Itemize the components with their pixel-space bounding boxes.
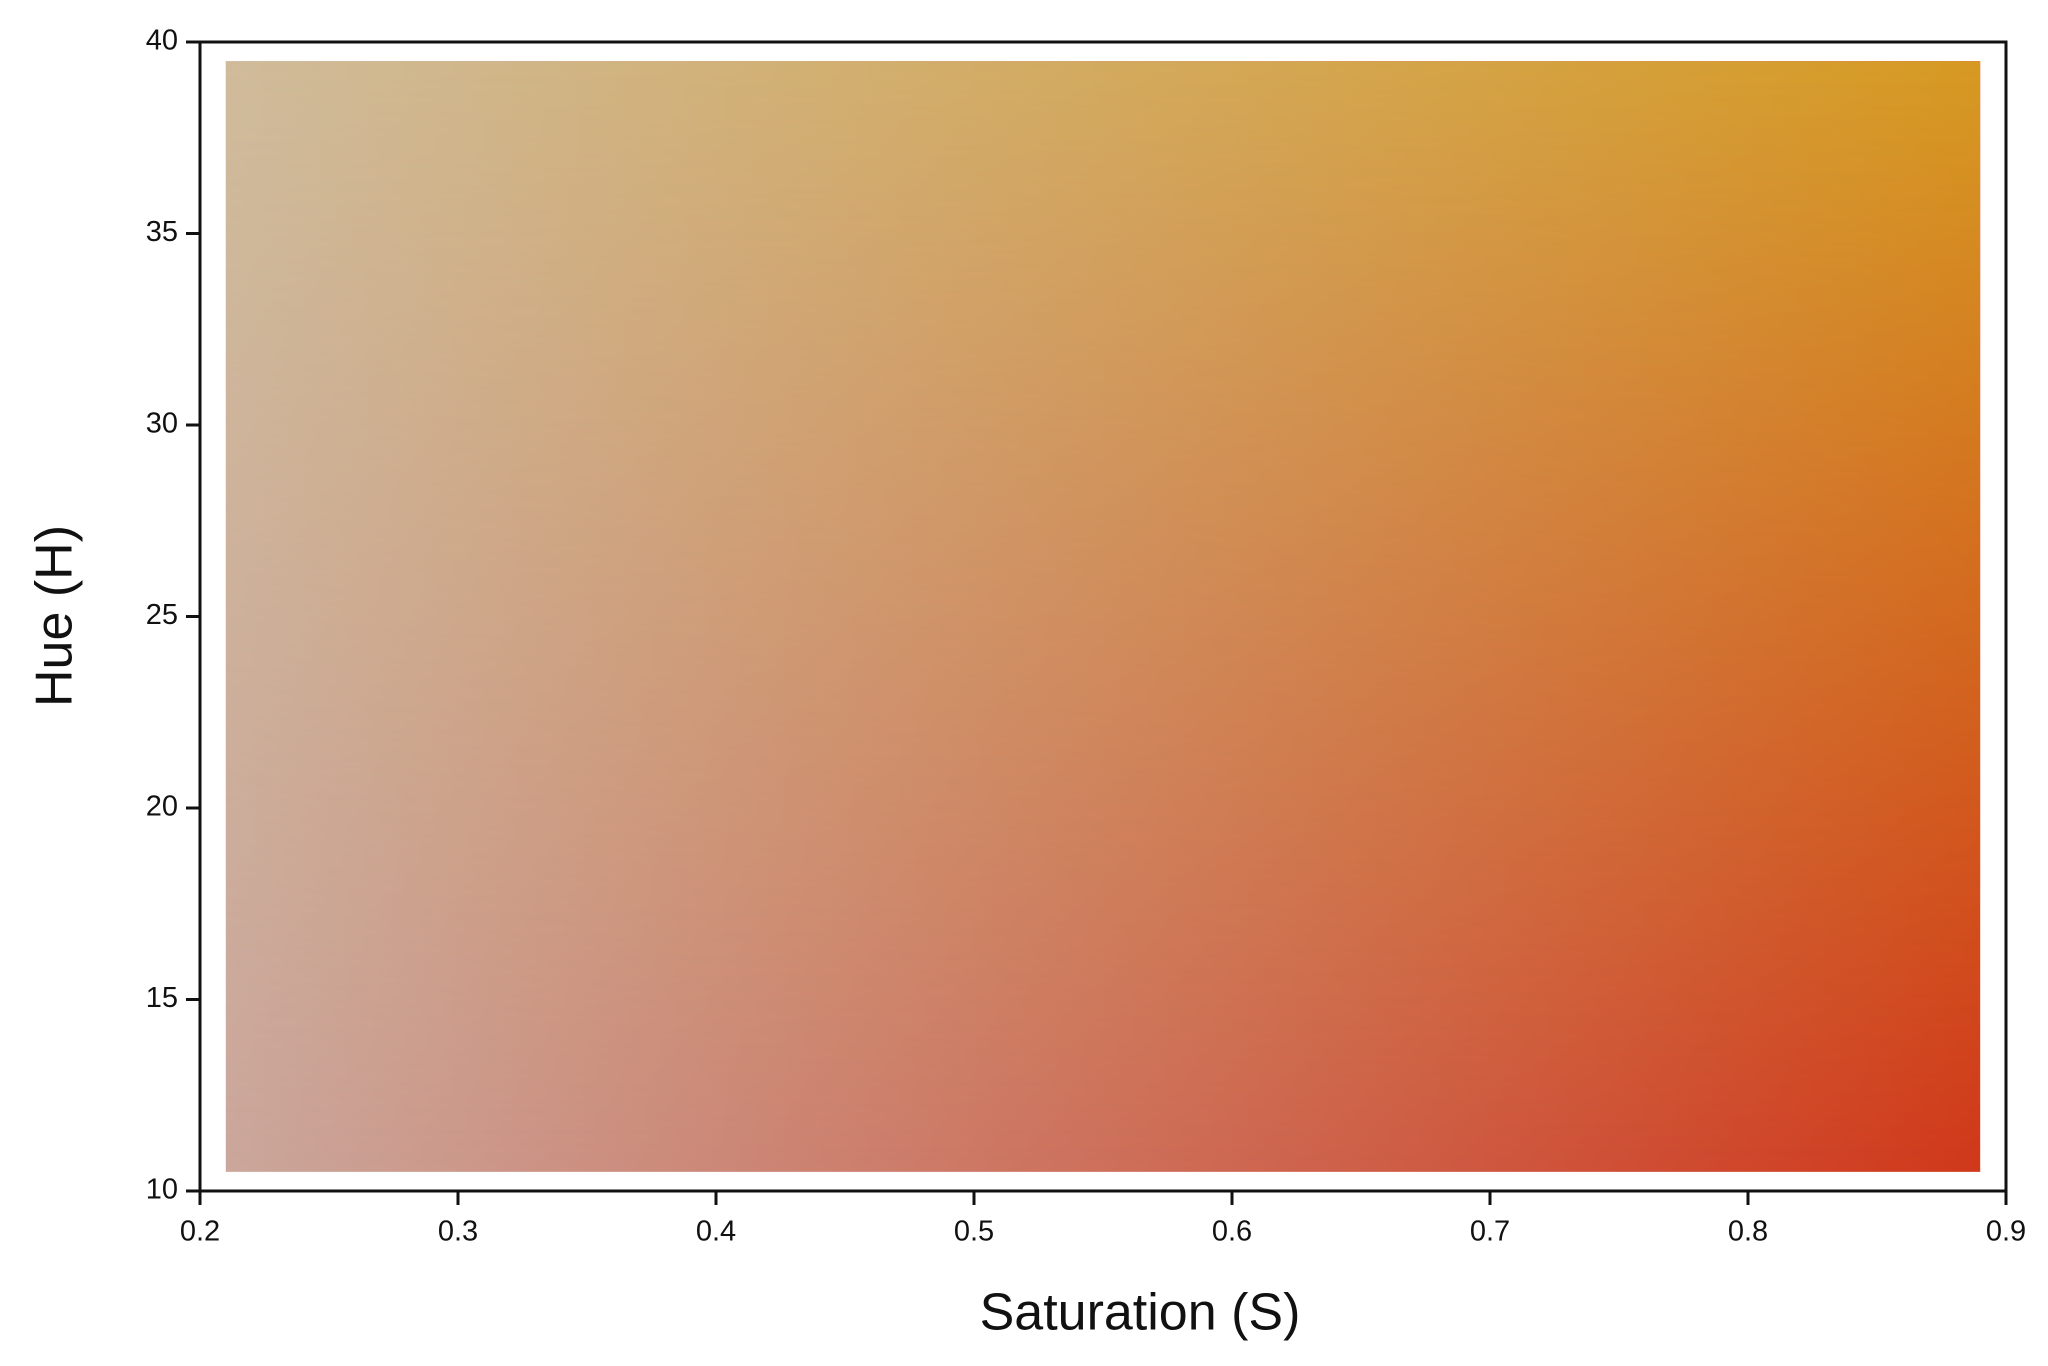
gradient-field (225, 61, 1981, 1172)
x-tick-label: 0.3 (438, 1216, 478, 1248)
y-tick-label: 40 (146, 25, 178, 57)
gradient-top (225, 61, 1981, 1172)
x-axis-label: Saturation (S) (980, 1284, 1301, 1342)
x-tick-label: 0.2 (180, 1216, 220, 1248)
x-tick-label: 0.7 (1470, 1216, 1510, 1248)
x-tick-label: 0.9 (1986, 1216, 2026, 1248)
y-tick-label: 20 (146, 791, 178, 823)
y-tick-label: 35 (146, 216, 178, 248)
x-tick-label: 0.5 (954, 1216, 994, 1248)
y-axis-label: Hue (H) (26, 525, 84, 707)
y-tick-label: 15 (146, 982, 178, 1014)
y-tick-label: 25 (146, 599, 178, 631)
x-tick-label: 0.4 (696, 1216, 736, 1248)
y-tick-label: 10 (146, 1174, 178, 1206)
y-tick-label: 30 (146, 408, 178, 440)
x-tick-label: 0.8 (1728, 1216, 1768, 1248)
x-tick-label: 0.6 (1212, 1216, 1252, 1248)
